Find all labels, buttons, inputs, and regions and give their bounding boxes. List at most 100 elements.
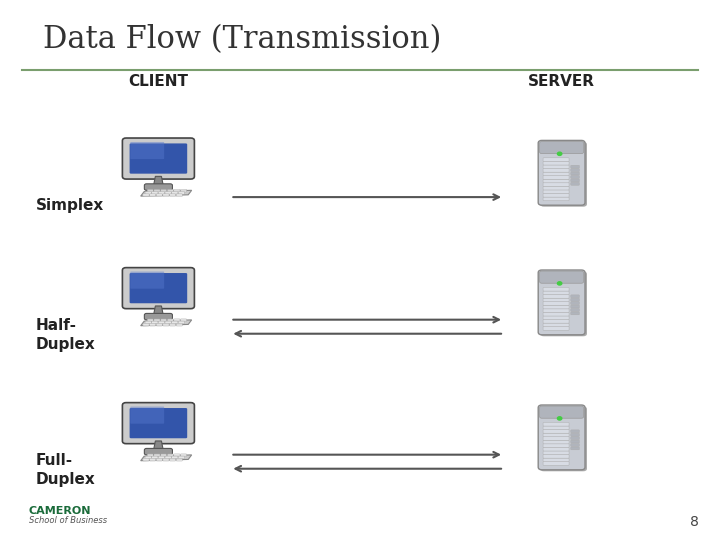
- Text: CAMERON: CAMERON: [29, 505, 91, 516]
- FancyBboxPatch shape: [543, 437, 569, 440]
- FancyBboxPatch shape: [571, 312, 580, 315]
- Polygon shape: [140, 320, 192, 326]
- FancyBboxPatch shape: [543, 309, 569, 313]
- FancyBboxPatch shape: [143, 194, 149, 197]
- FancyBboxPatch shape: [543, 451, 569, 455]
- FancyBboxPatch shape: [543, 291, 569, 295]
- Text: CLIENT: CLIENT: [128, 73, 189, 89]
- FancyBboxPatch shape: [179, 192, 184, 194]
- FancyBboxPatch shape: [174, 454, 180, 457]
- FancyBboxPatch shape: [571, 433, 580, 436]
- FancyBboxPatch shape: [543, 176, 569, 179]
- Circle shape: [557, 417, 562, 420]
- FancyBboxPatch shape: [540, 406, 583, 418]
- FancyBboxPatch shape: [145, 184, 173, 190]
- FancyBboxPatch shape: [122, 268, 194, 309]
- FancyBboxPatch shape: [571, 165, 580, 168]
- FancyBboxPatch shape: [176, 194, 182, 197]
- FancyBboxPatch shape: [543, 447, 569, 451]
- FancyBboxPatch shape: [169, 194, 176, 197]
- FancyBboxPatch shape: [571, 440, 580, 443]
- Polygon shape: [140, 455, 192, 461]
- FancyBboxPatch shape: [543, 444, 569, 448]
- FancyBboxPatch shape: [165, 456, 171, 459]
- FancyBboxPatch shape: [163, 194, 169, 197]
- FancyBboxPatch shape: [156, 194, 163, 197]
- FancyBboxPatch shape: [145, 448, 173, 455]
- FancyBboxPatch shape: [179, 456, 184, 459]
- FancyBboxPatch shape: [154, 190, 160, 192]
- FancyBboxPatch shape: [158, 456, 165, 459]
- Text: 8: 8: [690, 515, 698, 529]
- FancyBboxPatch shape: [543, 440, 569, 444]
- FancyBboxPatch shape: [130, 142, 164, 159]
- FancyBboxPatch shape: [571, 179, 580, 182]
- FancyBboxPatch shape: [158, 192, 165, 194]
- FancyBboxPatch shape: [163, 458, 169, 461]
- FancyBboxPatch shape: [571, 298, 580, 301]
- FancyBboxPatch shape: [156, 323, 163, 326]
- FancyBboxPatch shape: [543, 165, 569, 168]
- FancyBboxPatch shape: [543, 327, 569, 330]
- FancyBboxPatch shape: [161, 190, 167, 192]
- FancyBboxPatch shape: [169, 458, 176, 461]
- FancyBboxPatch shape: [543, 161, 569, 165]
- FancyBboxPatch shape: [571, 305, 580, 308]
- FancyBboxPatch shape: [161, 454, 167, 457]
- Circle shape: [557, 152, 562, 156]
- FancyBboxPatch shape: [543, 426, 569, 430]
- FancyBboxPatch shape: [571, 295, 580, 298]
- Text: School of Business: School of Business: [29, 516, 107, 525]
- FancyBboxPatch shape: [543, 422, 569, 426]
- FancyBboxPatch shape: [543, 455, 569, 458]
- FancyBboxPatch shape: [181, 319, 186, 322]
- FancyBboxPatch shape: [539, 405, 585, 470]
- FancyBboxPatch shape: [571, 443, 580, 447]
- FancyBboxPatch shape: [145, 313, 173, 320]
- FancyBboxPatch shape: [539, 140, 585, 205]
- Text: Half-
Duplex: Half- Duplex: [36, 318, 96, 352]
- FancyBboxPatch shape: [571, 308, 580, 312]
- FancyBboxPatch shape: [167, 319, 174, 322]
- Text: Data Flow (Transmission): Data Flow (Transmission): [43, 24, 441, 55]
- FancyBboxPatch shape: [571, 183, 580, 185]
- FancyBboxPatch shape: [130, 273, 187, 303]
- FancyBboxPatch shape: [165, 321, 171, 324]
- FancyBboxPatch shape: [130, 407, 164, 424]
- FancyBboxPatch shape: [543, 462, 569, 465]
- FancyBboxPatch shape: [150, 194, 156, 197]
- FancyBboxPatch shape: [171, 321, 178, 324]
- Text: SERVER: SERVER: [528, 73, 595, 89]
- FancyBboxPatch shape: [143, 323, 149, 326]
- FancyBboxPatch shape: [130, 408, 187, 438]
- FancyBboxPatch shape: [161, 319, 167, 322]
- FancyBboxPatch shape: [156, 458, 163, 461]
- FancyBboxPatch shape: [543, 294, 569, 298]
- FancyBboxPatch shape: [145, 321, 151, 324]
- FancyBboxPatch shape: [152, 456, 158, 459]
- FancyBboxPatch shape: [543, 305, 569, 309]
- FancyBboxPatch shape: [145, 192, 151, 194]
- FancyBboxPatch shape: [540, 271, 583, 283]
- FancyBboxPatch shape: [543, 179, 569, 183]
- FancyBboxPatch shape: [150, 458, 156, 461]
- FancyBboxPatch shape: [543, 298, 569, 302]
- FancyBboxPatch shape: [167, 190, 174, 192]
- FancyBboxPatch shape: [571, 430, 580, 433]
- FancyBboxPatch shape: [152, 192, 158, 194]
- Polygon shape: [153, 177, 163, 185]
- FancyBboxPatch shape: [122, 403, 194, 444]
- FancyBboxPatch shape: [543, 287, 569, 291]
- FancyBboxPatch shape: [543, 186, 569, 190]
- FancyBboxPatch shape: [543, 172, 569, 176]
- FancyBboxPatch shape: [181, 454, 186, 457]
- FancyBboxPatch shape: [169, 323, 176, 326]
- FancyBboxPatch shape: [147, 190, 153, 192]
- FancyBboxPatch shape: [543, 193, 569, 197]
- FancyBboxPatch shape: [145, 456, 151, 459]
- FancyBboxPatch shape: [147, 454, 153, 457]
- FancyBboxPatch shape: [571, 302, 580, 305]
- FancyBboxPatch shape: [152, 321, 158, 324]
- FancyBboxPatch shape: [543, 312, 569, 316]
- FancyBboxPatch shape: [543, 302, 569, 305]
